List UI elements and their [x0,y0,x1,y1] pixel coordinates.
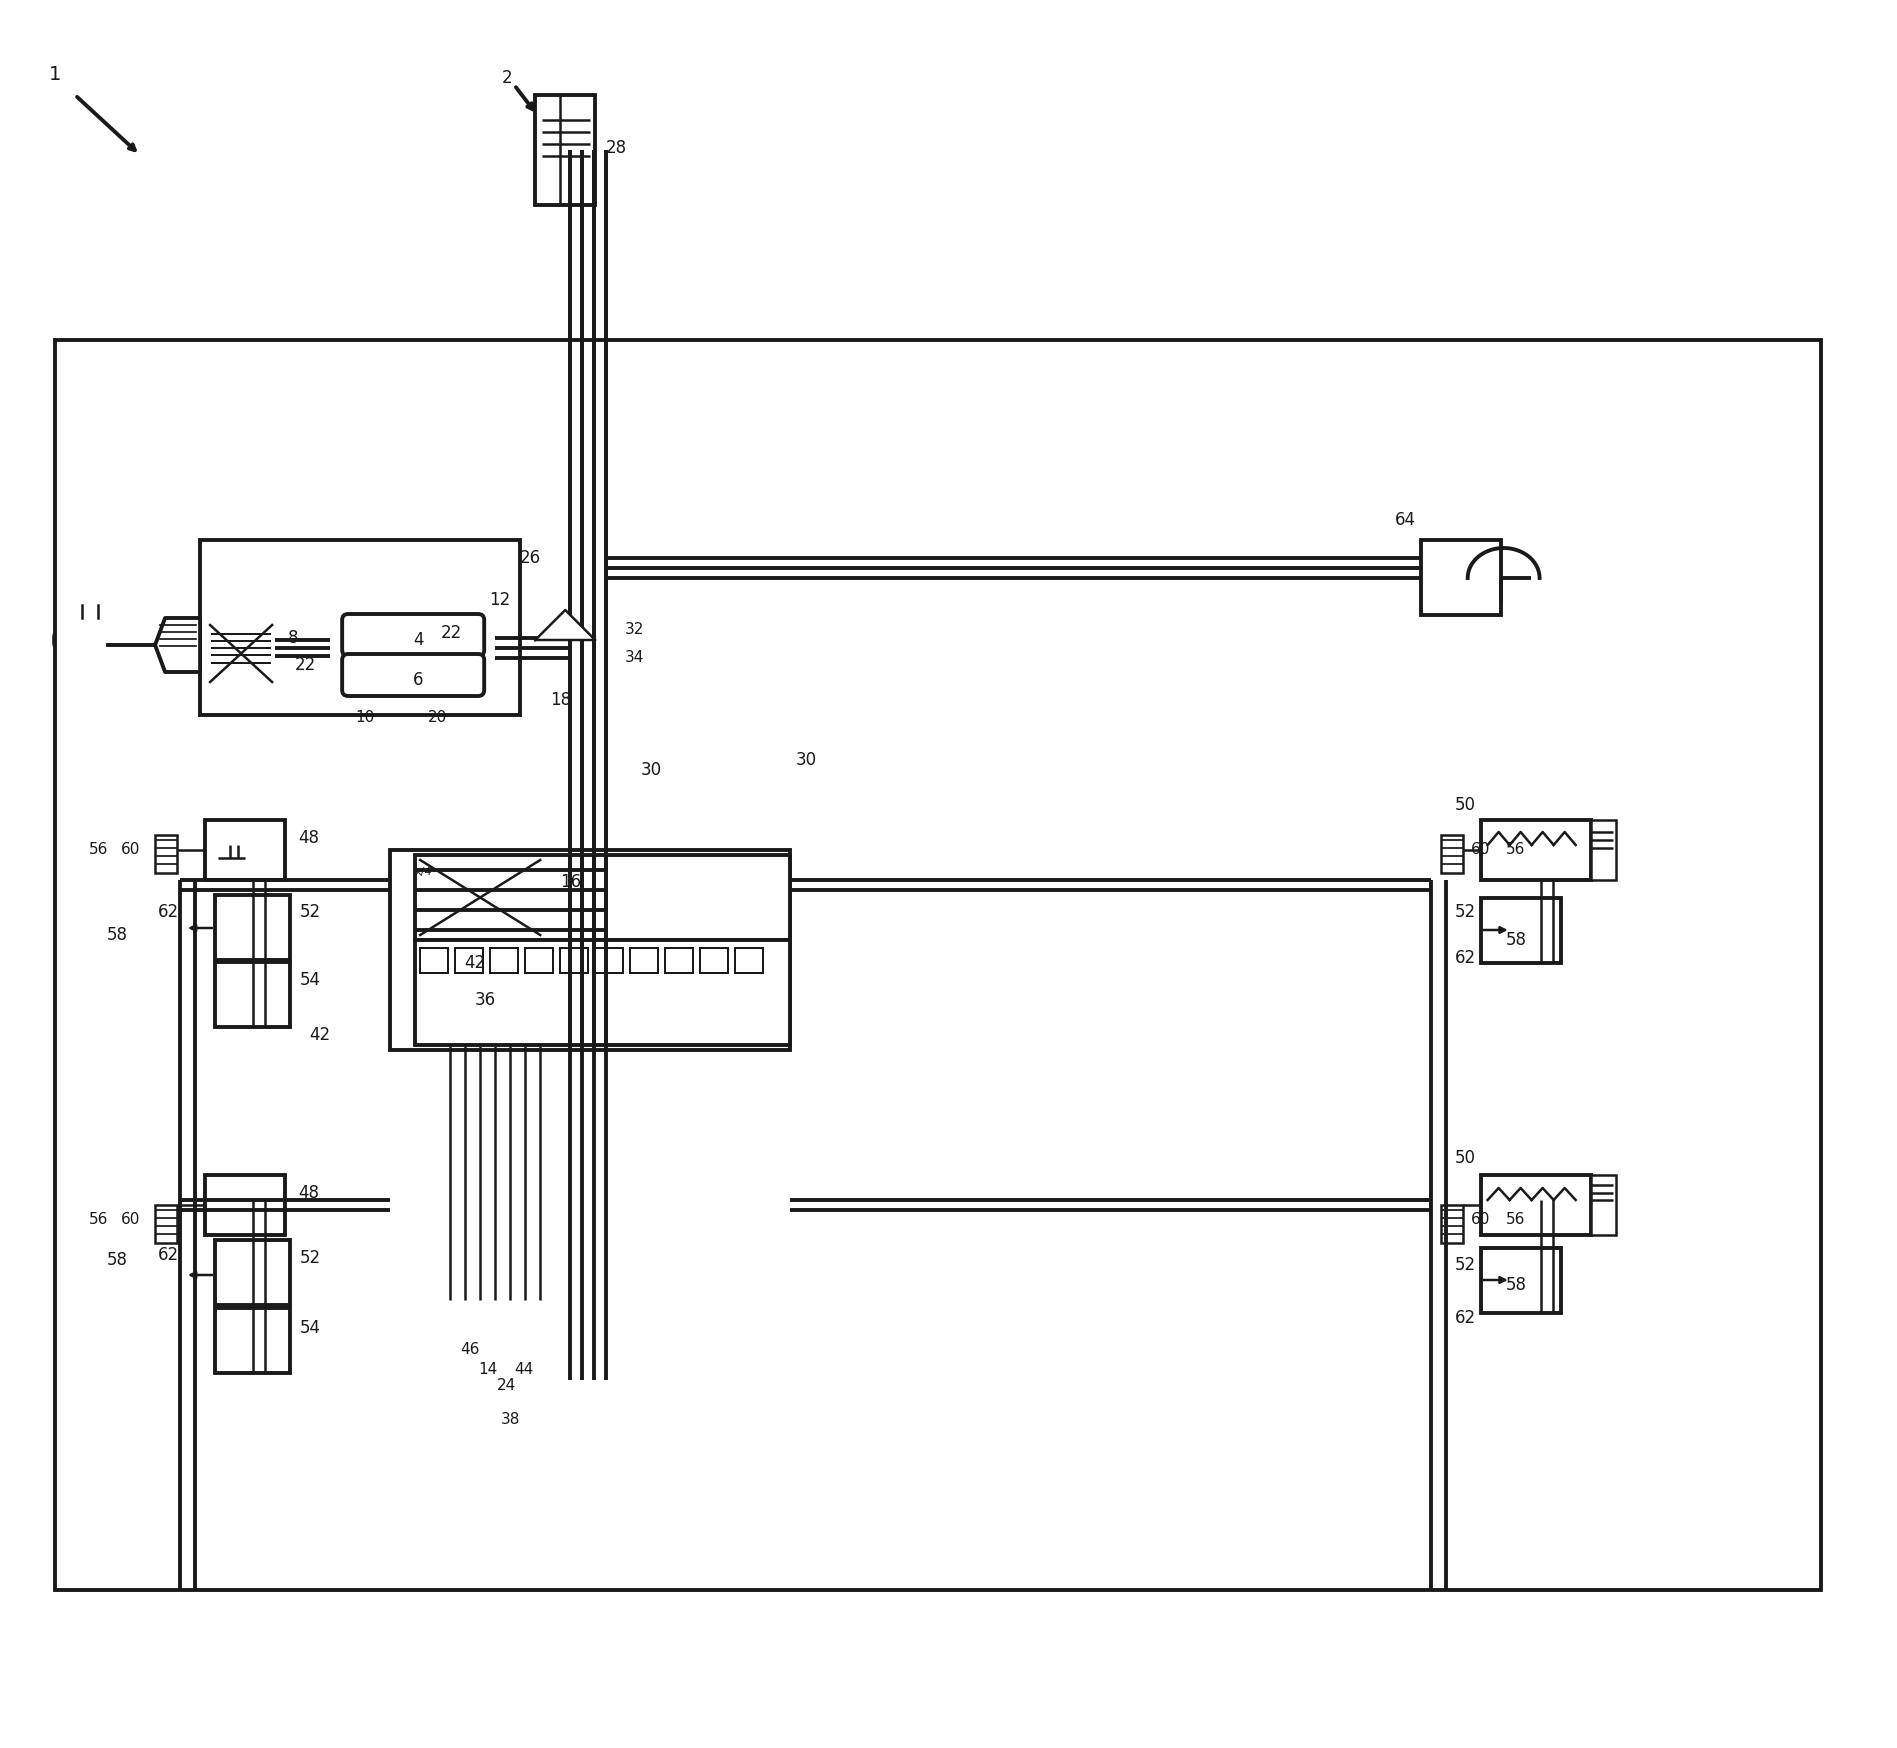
Bar [55,341,1821,1591]
Bar [1482,1175,1592,1236]
Text: 56: 56 [89,1213,108,1227]
Text: 52: 52 [1455,904,1476,921]
Bar [330,621,495,710]
Text: 10: 10 [355,710,374,725]
Text: 56: 56 [89,843,108,858]
Text: 4: 4 [414,631,423,649]
Text: 26: 26 [520,549,541,566]
Text: 56: 56 [1506,1213,1525,1227]
Text: 46: 46 [461,1342,480,1358]
Bar [1421,540,1501,615]
Bar [205,1175,285,1236]
Text: 48: 48 [298,1183,319,1203]
Text: 60: 60 [121,1213,140,1227]
Text: 52: 52 [1455,1257,1476,1274]
Text: 58: 58 [1506,1276,1527,1294]
Bar [736,947,763,974]
Bar [474,551,605,715]
Bar [560,947,588,974]
Text: 62: 62 [1455,1309,1476,1327]
Polygon shape [156,619,199,671]
Bar [520,570,599,669]
Text: 52: 52 [300,1250,321,1267]
Text: 30: 30 [795,752,816,769]
Text: 54: 54 [300,1320,321,1337]
Bar [630,947,658,974]
Bar [535,94,596,205]
Text: 38: 38 [501,1412,520,1428]
Text: 20: 20 [429,710,448,725]
Bar [489,947,518,974]
Text: 8: 8 [288,629,298,647]
Text: 52: 52 [300,904,321,921]
Bar [205,820,285,879]
Bar [205,621,275,685]
Text: 58: 58 [106,1252,129,1269]
Bar [1592,820,1616,879]
Bar [1482,820,1592,879]
Text: 62: 62 [157,904,178,921]
Text: 14: 14 [478,1362,497,1377]
Text: 2: 2 [501,68,512,87]
Bar [1482,1248,1561,1313]
Text: 42: 42 [465,954,486,972]
Text: 16: 16 [560,872,580,891]
Text: 48: 48 [298,829,319,848]
Text: 36: 36 [474,991,495,1009]
Bar [199,540,520,715]
Polygon shape [535,610,596,640]
Text: 18: 18 [550,690,571,710]
Bar [596,947,624,974]
Bar [214,895,290,960]
Text: 30: 30 [641,760,662,780]
Text: 42: 42 [309,1026,330,1044]
Text: 50: 50 [1455,795,1476,815]
Bar [700,947,728,974]
Text: 24: 24 [497,1377,516,1393]
Text: x/4: x/4 [414,867,433,877]
Bar [1440,836,1463,872]
Text: 54: 54 [300,970,321,989]
Bar [1440,1204,1463,1243]
FancyBboxPatch shape [341,654,484,696]
Bar [525,947,554,974]
Text: 60: 60 [121,843,140,858]
Text: 32: 32 [626,622,645,638]
Bar [156,1204,176,1243]
Text: 58: 58 [106,926,129,944]
Bar [666,947,692,974]
Bar [156,836,176,872]
Text: 62: 62 [157,1246,178,1264]
Polygon shape [535,591,596,626]
Text: 34: 34 [626,650,645,666]
Text: 60: 60 [1470,1213,1489,1227]
Bar [415,940,791,1045]
Text: 44: 44 [514,1362,533,1377]
Bar [455,947,484,974]
Text: 1: 1 [49,65,61,84]
Text: 62: 62 [1455,949,1476,967]
Bar [419,947,448,974]
Bar [214,1308,290,1372]
Text: 12: 12 [489,591,510,608]
Bar [391,850,791,1051]
FancyBboxPatch shape [341,614,484,656]
Bar [214,961,290,1028]
Text: 22: 22 [440,624,463,642]
Text: 50: 50 [1455,1148,1476,1168]
Text: 60: 60 [1470,843,1489,858]
Text: 22: 22 [294,656,317,675]
Text: 56: 56 [1506,843,1525,858]
Text: 6: 6 [414,671,423,689]
Bar [415,855,791,940]
Bar [214,1239,290,1306]
Bar [1482,898,1561,963]
Text: 64: 64 [1394,510,1415,530]
Text: 58: 58 [1506,932,1527,949]
Bar [1592,1175,1616,1236]
Text: 28: 28 [605,140,626,157]
